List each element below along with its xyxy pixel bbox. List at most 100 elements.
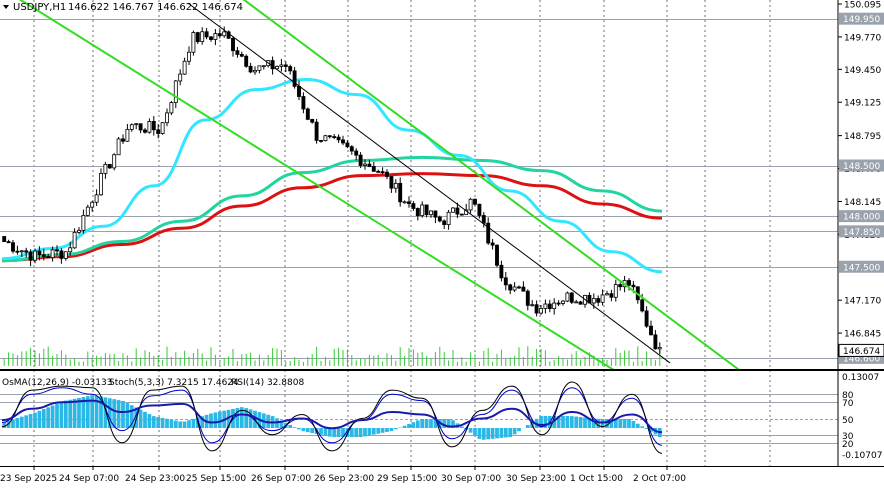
candle-body	[173, 80, 178, 103]
candle	[508, 283, 513, 295]
rsi-line	[1, 399, 663, 434]
ema-fast-line	[1, 77, 663, 274]
candle	[490, 238, 495, 250]
level-price-tag	[839, 159, 884, 172]
candle	[24, 247, 29, 258]
candle-body	[68, 247, 73, 253]
candle-body	[165, 112, 169, 124]
candle	[231, 36, 235, 57]
candle-body	[609, 293, 614, 298]
candle-body	[143, 129, 147, 133]
candle	[85, 204, 90, 217]
candle-body	[345, 142, 350, 148]
candle-body	[640, 299, 645, 312]
candle-body	[28, 251, 33, 261]
channel-mid-line[interactable]	[187, 2, 671, 364]
oscillator-lines	[1, 381, 663, 454]
candle	[565, 291, 570, 303]
candle	[235, 46, 240, 58]
candle-body	[81, 214, 86, 231]
candle-body	[517, 286, 521, 289]
ohlc-values: 146.622 146.767 146.622 146.674	[68, 2, 243, 13]
price-tick-label: 150.095	[844, 1, 881, 11]
candle	[345, 140, 350, 149]
candle-body	[433, 210, 438, 218]
candle-body	[363, 163, 367, 166]
candle	[2, 236, 7, 243]
candle-body	[336, 136, 341, 141]
candle	[420, 201, 425, 218]
stoch-signal-line	[1, 387, 663, 446]
candle	[495, 244, 499, 268]
level-price-label: 147.500	[843, 263, 880, 273]
time-tick-label: 26 Sep 23:00	[314, 474, 374, 484]
candle	[283, 61, 288, 73]
candle-body	[239, 54, 244, 57]
candle	[644, 306, 649, 328]
candle-body	[323, 135, 328, 142]
trend-channel[interactable]	[0, 0, 800, 486]
candle	[481, 212, 486, 228]
candle	[173, 79, 178, 109]
candle-body	[125, 129, 130, 142]
candle	[121, 134, 125, 145]
candle	[151, 116, 156, 136]
candle	[6, 239, 11, 244]
candle	[41, 248, 46, 261]
candle-body	[209, 36, 213, 40]
candle	[393, 179, 398, 193]
candle-body	[178, 73, 183, 82]
ema-slow-line	[1, 172, 663, 263]
candle	[50, 246, 55, 262]
time-tick-label: 30 Sep 07:00	[441, 474, 501, 484]
candle	[327, 135, 332, 139]
candle-body	[543, 303, 548, 309]
candle-body	[407, 201, 411, 205]
candle	[547, 299, 552, 313]
candle-body	[653, 334, 658, 350]
candle-body	[134, 123, 139, 126]
candle-body	[121, 138, 125, 142]
candle	[363, 159, 367, 170]
candle	[138, 123, 143, 134]
candle-body	[310, 118, 315, 123]
price-tick-label: 149.125	[844, 99, 881, 109]
candle	[213, 29, 218, 46]
candle-body	[85, 206, 90, 216]
candle-body	[305, 108, 310, 120]
candle	[451, 207, 455, 213]
candle	[543, 299, 548, 314]
candle-body	[600, 294, 605, 303]
time-tick-label: 25 Sep 15:00	[186, 474, 246, 484]
candle	[653, 329, 658, 350]
channel-line[interactable]	[0, 0, 800, 486]
symbol-dropdown-icon[interactable]	[3, 5, 9, 9]
candle	[103, 161, 108, 179]
candle-body	[319, 140, 323, 142]
candle-body	[525, 290, 530, 306]
candle-body	[257, 65, 262, 71]
candle-body	[424, 204, 429, 216]
candle	[99, 168, 103, 196]
candle-body	[129, 124, 134, 130]
price-axis[interactable]: 150.095149.770149.450149.125148.795148.4…	[838, 1, 884, 365]
candle-body	[231, 37, 235, 52]
candle	[446, 209, 451, 230]
candle-body	[613, 284, 618, 298]
candle-body	[15, 250, 20, 253]
price-tick-label: 149.770	[844, 33, 881, 43]
candle	[156, 124, 161, 139]
candle	[33, 248, 37, 264]
stoch-level-label: 30	[842, 432, 854, 442]
channel-line[interactable]	[148, 0, 800, 415]
time-tick-label: 24 Sep 07:00	[59, 474, 119, 484]
candle-body	[261, 65, 266, 68]
time-axis[interactable]: 23 Sep 2025 24 Sep 07:00 24 Sep 23:00 25 Se…	[0, 466, 686, 484]
candle	[63, 251, 68, 261]
candle-body	[332, 136, 337, 138]
candle	[398, 177, 403, 207]
stoch-level-label: 80	[842, 391, 854, 401]
